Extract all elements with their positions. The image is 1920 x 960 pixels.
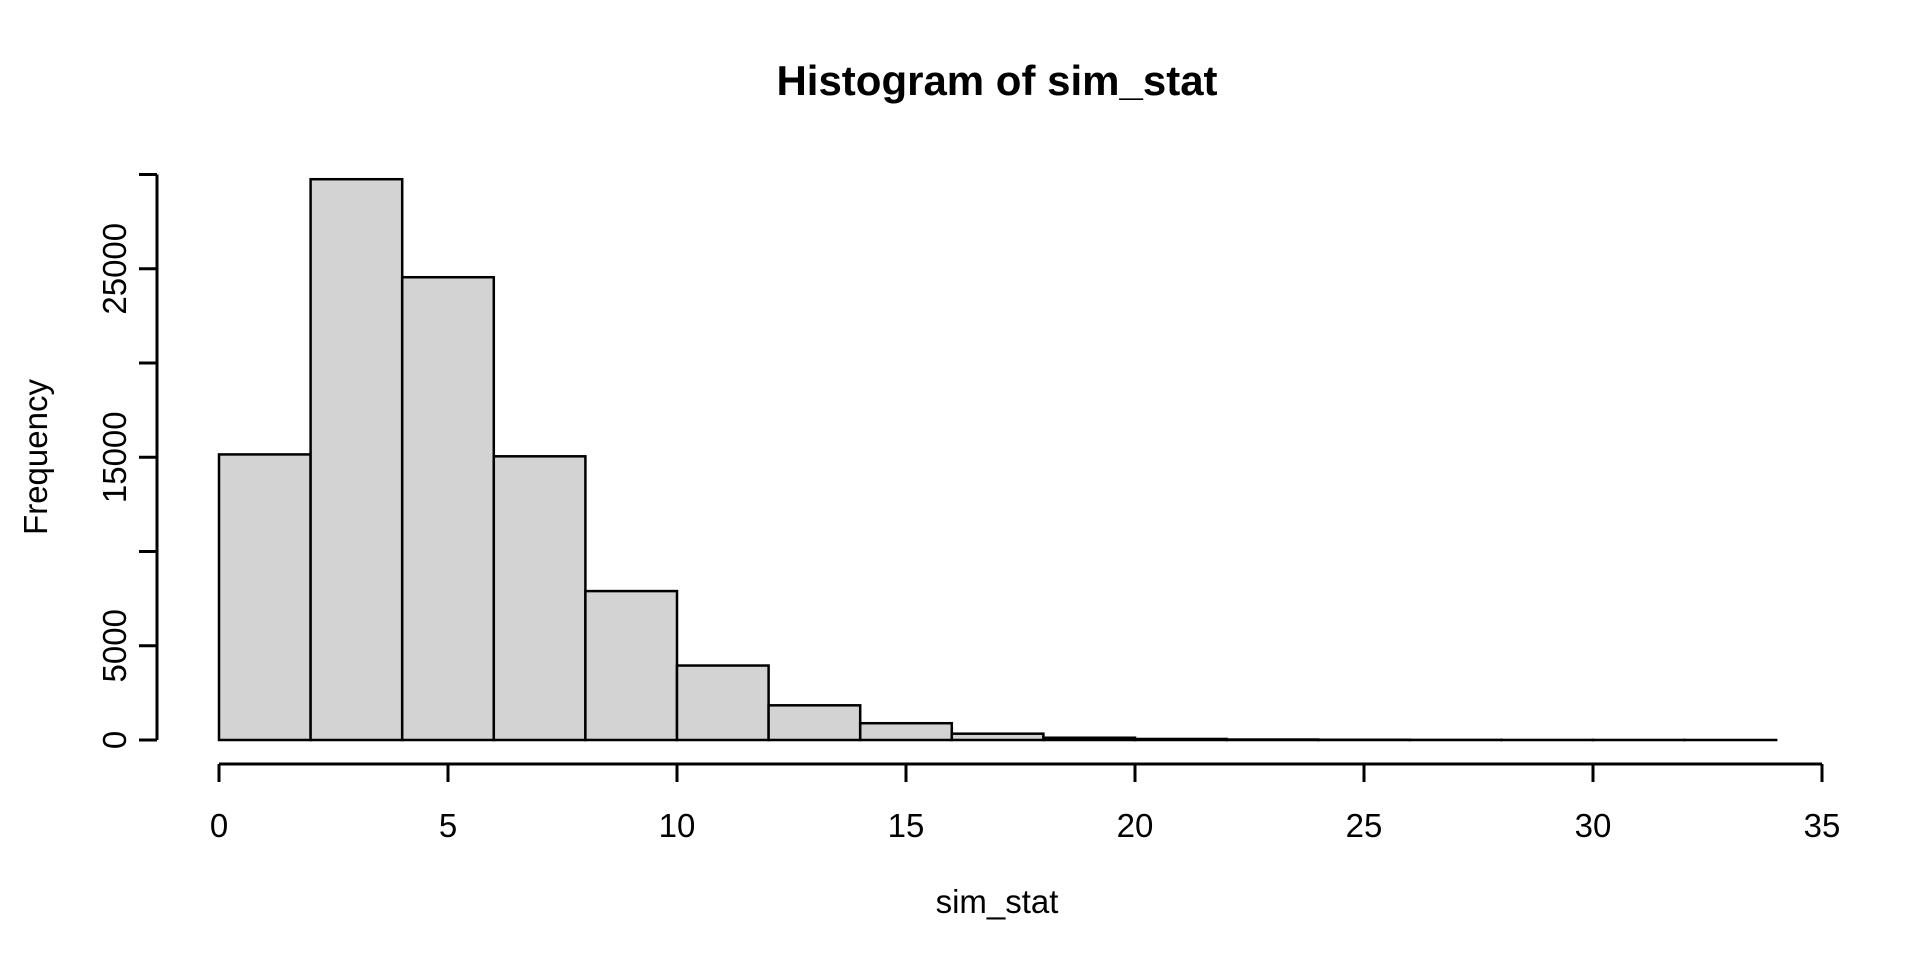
y-tick-label: 5000 bbox=[96, 609, 133, 682]
x-tick-label: 25 bbox=[1346, 807, 1383, 844]
histogram-bar bbox=[584, 589, 679, 742]
histogram-bar bbox=[217, 453, 312, 742]
y-axis-title: Frequency bbox=[17, 379, 54, 535]
y-axis: 0 5000 15000 25000 bbox=[96, 173, 159, 749]
x-tick-label: 5 bbox=[439, 807, 457, 844]
histogram-bar bbox=[492, 455, 587, 742]
x-tick-label: 20 bbox=[1117, 807, 1154, 844]
histogram-bar bbox=[1133, 737, 1228, 742]
y-tick-label: 25000 bbox=[96, 223, 133, 315]
x-tick-label: 10 bbox=[659, 807, 696, 844]
chart-title: Histogram of sim_stat bbox=[776, 57, 1217, 104]
x-axis: 0 5 10 15 20 25 30 35 bbox=[210, 762, 1841, 844]
histogram-bar bbox=[675, 664, 770, 742]
histogram-bar bbox=[858, 721, 954, 742]
x-tick-label: 0 bbox=[210, 807, 228, 844]
histogram-bar bbox=[950, 732, 1045, 742]
histogram-bar bbox=[309, 177, 404, 742]
y-tick-label: 0 bbox=[96, 731, 133, 749]
histogram-bars bbox=[217, 177, 1778, 742]
x-tick-label: 30 bbox=[1575, 807, 1612, 844]
y-tick-label: 15000 bbox=[96, 411, 133, 503]
histogram-bar bbox=[1042, 736, 1137, 742]
x-tick-label: 35 bbox=[1804, 807, 1841, 844]
histogram-bar bbox=[400, 275, 496, 742]
histogram-bar bbox=[767, 704, 862, 742]
x-axis-title: sim_stat bbox=[936, 883, 1059, 920]
x-tick-label: 15 bbox=[888, 807, 925, 844]
